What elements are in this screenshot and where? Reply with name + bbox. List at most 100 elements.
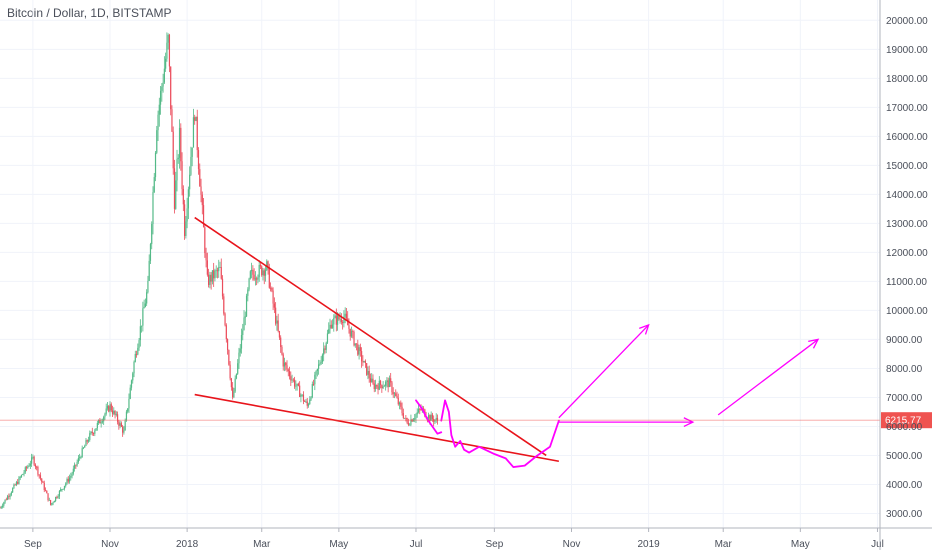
candle-body bbox=[86, 440, 88, 442]
candle-body bbox=[209, 274, 211, 285]
candle-body bbox=[62, 488, 64, 490]
candle-body bbox=[324, 348, 326, 350]
candle-body bbox=[307, 404, 310, 406]
candle-body bbox=[205, 253, 207, 261]
arrow-head bbox=[683, 417, 695, 428]
x-tick-label: 2018 bbox=[176, 539, 199, 550]
candle-body bbox=[159, 90, 162, 105]
y-tick-label: 4000.00 bbox=[886, 480, 923, 491]
candle-body bbox=[297, 383, 299, 386]
candle-body bbox=[27, 466, 29, 469]
arrow-head bbox=[808, 338, 820, 349]
candle-body bbox=[20, 474, 23, 478]
candle-body bbox=[312, 384, 315, 385]
candle-body bbox=[204, 227, 206, 254]
candle-body bbox=[42, 481, 44, 483]
candle-body bbox=[6, 496, 9, 500]
candle-body bbox=[271, 287, 273, 291]
candle-body bbox=[363, 360, 365, 363]
candle-body bbox=[58, 490, 61, 497]
candle-body bbox=[234, 378, 236, 392]
candle-body bbox=[381, 384, 383, 389]
candle-body bbox=[253, 274, 255, 280]
x-tick-label: Mar bbox=[715, 539, 733, 550]
candle-body bbox=[13, 484, 15, 489]
candle-body bbox=[372, 378, 374, 384]
candle-body bbox=[57, 496, 59, 498]
candle-body bbox=[51, 503, 53, 505]
candle-body bbox=[154, 152, 157, 178]
y-tick-label: 10000.00 bbox=[886, 306, 928, 317]
candle-body bbox=[1, 505, 4, 507]
candle-body bbox=[431, 414, 434, 419]
candle-body bbox=[72, 468, 74, 474]
candle-body bbox=[63, 485, 66, 489]
candle-body bbox=[94, 430, 96, 434]
candle-body bbox=[434, 419, 436, 422]
candle-body bbox=[190, 156, 192, 175]
candle-body bbox=[243, 317, 245, 331]
x-tick-label: Jul bbox=[410, 539, 423, 550]
upper-trendline bbox=[194, 216, 547, 457]
y-tick-label: 15000.00 bbox=[886, 161, 928, 172]
candle-body bbox=[343, 316, 345, 323]
candle-body bbox=[114, 410, 116, 415]
candle-body bbox=[264, 269, 267, 276]
freehand-drawing bbox=[415, 399, 443, 435]
price-series bbox=[0, 32, 439, 510]
candle-body bbox=[335, 315, 337, 325]
candle-body bbox=[302, 394, 305, 402]
candle-body bbox=[420, 409, 422, 410]
candle-body bbox=[166, 42, 168, 59]
candle-body bbox=[122, 426, 124, 433]
candle-body bbox=[242, 330, 244, 336]
candle-body bbox=[38, 474, 40, 476]
candle-body bbox=[352, 331, 354, 332]
candle-body bbox=[336, 315, 339, 325]
candle-body bbox=[3, 502, 5, 506]
candle-body bbox=[378, 380, 380, 390]
candle-body bbox=[300, 394, 302, 397]
candle-body bbox=[144, 303, 147, 307]
candle-body bbox=[436, 417, 439, 421]
candle-body bbox=[401, 406, 403, 414]
candle-body bbox=[367, 370, 369, 375]
candle-body bbox=[17, 482, 19, 484]
candle-body bbox=[208, 274, 210, 285]
candle-body bbox=[200, 186, 202, 195]
candle-body bbox=[321, 354, 324, 362]
candle-body bbox=[119, 423, 121, 426]
candle-body bbox=[430, 414, 432, 421]
current-price-badge bbox=[881, 412, 932, 429]
candle-body bbox=[252, 269, 254, 275]
y-tick-label: 13000.00 bbox=[886, 219, 928, 230]
candle-body bbox=[15, 482, 18, 486]
candle-body bbox=[31, 457, 33, 464]
candle-body bbox=[275, 307, 277, 324]
candle-body bbox=[210, 274, 212, 282]
candle-body bbox=[115, 414, 117, 416]
candle-body bbox=[318, 364, 320, 369]
candle-body bbox=[172, 131, 174, 169]
candle-body bbox=[319, 363, 321, 365]
candle-body bbox=[167, 34, 169, 43]
candle-body bbox=[350, 331, 353, 337]
candle-body bbox=[392, 392, 394, 394]
candle-body bbox=[46, 490, 48, 494]
candle-body bbox=[95, 428, 97, 431]
candle-body bbox=[44, 489, 47, 491]
candle-body bbox=[395, 393, 397, 396]
candle-body bbox=[369, 378, 372, 383]
candle-body bbox=[116, 414, 119, 422]
candle-body bbox=[130, 380, 133, 388]
candle-body bbox=[376, 384, 378, 387]
candle-body bbox=[47, 493, 49, 501]
candle-body bbox=[9, 494, 11, 497]
candle-body bbox=[415, 414, 417, 419]
candle-body bbox=[67, 479, 69, 482]
candle-body bbox=[123, 430, 125, 433]
candle-body bbox=[37, 466, 39, 475]
candle-body bbox=[414, 418, 416, 420]
candle-body bbox=[383, 385, 385, 387]
